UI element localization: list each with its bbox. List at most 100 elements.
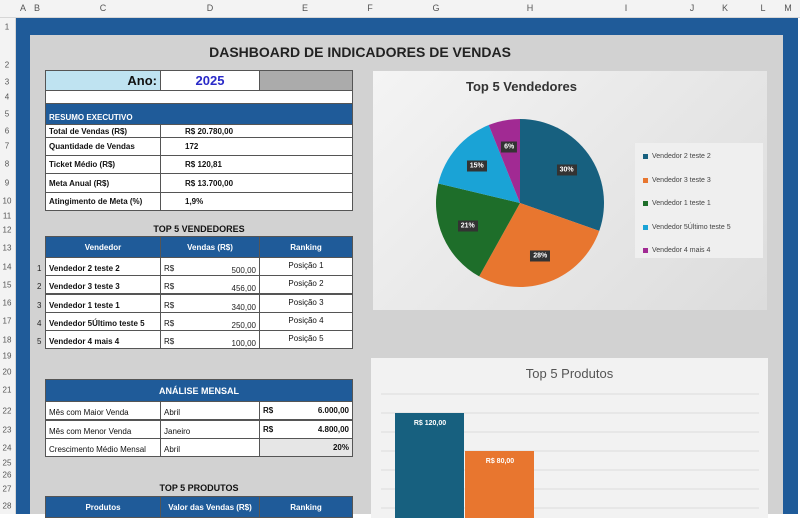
vendedor-value: 340,00: [231, 302, 256, 312]
row-header[interactable]: 21: [2, 385, 12, 395]
vendedor-name: Vendedor 3 teste 3: [45, 275, 161, 295]
pie-data-label: 6%: [501, 141, 518, 153]
column-header[interactable]: D: [206, 3, 214, 13]
legend-label: Vendedor 5Último teste 5: [652, 223, 731, 231]
rank-number: 1: [37, 264, 42, 273]
blank-row: [45, 90, 353, 104]
bar-data-label: R$ 80,00: [486, 458, 515, 465]
row-header[interactable]: 10: [2, 196, 12, 206]
year-label: Ano:: [45, 70, 161, 91]
vendedor-ranking: Posição 5: [259, 330, 353, 350]
analise-value-cell: R$ 6.000,00: [259, 401, 353, 420]
row-header[interactable]: 19: [2, 351, 12, 361]
column-header[interactable]: E: [301, 3, 309, 13]
bar-chart[interactable]: Top 5 Produtos R$ 120,00 R$ 80,00: [371, 358, 768, 518]
column-header[interactable]: B: [33, 3, 41, 13]
pie-slice[interactable]: [436, 183, 520, 277]
top-vendedores-title: TOP 5 VENDEDORES: [153, 224, 245, 234]
pie-slice[interactable]: [488, 119, 520, 203]
analise-value: 20%: [332, 443, 349, 452]
produtos-col-header: Valor das Vendas (R$): [160, 496, 260, 518]
column-header[interactable]: A: [19, 3, 27, 13]
rank-number: 5: [37, 337, 42, 347]
analise-value: 6.000,00: [317, 406, 349, 415]
row-header[interactable]: 22: [2, 406, 12, 416]
year-input[interactable]: 2025: [160, 70, 260, 91]
row-header[interactable]: 20: [2, 367, 12, 377]
vendedor-ranking: Posição 4: [259, 311, 353, 331]
column-header[interactable]: G: [432, 3, 440, 13]
row-header[interactable]: 6: [4, 126, 10, 136]
legend-label: Vendedor 2 teste 2: [652, 153, 711, 160]
resumo-value: 172: [160, 137, 353, 156]
legend-swatch: [643, 201, 648, 206]
row-header[interactable]: 2: [4, 60, 10, 70]
column-header[interactable]: L: [760, 3, 766, 13]
pie-slice[interactable]: [479, 203, 600, 287]
legend-label: Vendedor 3 teste 3: [652, 176, 711, 184]
vendedor-ranking: Posição 1: [259, 257, 353, 276]
pie-chart[interactable]: Top 5 Vendedores 30% 28% 21% 15% 6% Vendedor…: [373, 71, 767, 310]
vendedor-ranking: Posição 2: [259, 275, 353, 295]
pie-data-label: 30%: [556, 164, 577, 176]
row-header[interactable]: 17: [2, 316, 12, 326]
row-header[interactable]: 4: [4, 92, 10, 102]
row-header[interactable]: 24: [2, 443, 12, 453]
pie-legend: Vendedor 2 teste 2 Vendedor 3 teste 3 Vend…: [635, 143, 763, 258]
vendedor-name: Vendedor 5Último teste 5: [45, 311, 161, 331]
legend-item: Vendedor 5Último teste 5: [643, 224, 731, 231]
row-header[interactable]: 25: [2, 458, 12, 468]
row-header[interactable]: 18: [2, 335, 12, 345]
row-header[interactable]: 28: [2, 501, 12, 511]
row-header[interactable]: 11: [2, 211, 12, 221]
analise-currency: R$: [263, 406, 274, 415]
column-header[interactable]: F: [367, 3, 373, 13]
top-produtos-title: TOP 5 PRODUTOS: [159, 483, 239, 493]
row-header[interactable]: 16: [2, 298, 12, 308]
analise-currency: R$: [263, 424, 274, 434]
vendedores-col-header: Ranking: [259, 236, 353, 258]
resumo-value: R$ 20.780,00: [160, 124, 353, 138]
produtos-col-header: Produtos: [45, 496, 161, 518]
vendedor-name: Vendedor 4 mais 4: [45, 330, 161, 350]
row-header[interactable]: 8: [4, 159, 10, 169]
resumo-value: R$ 120,81: [160, 155, 353, 174]
column-header[interactable]: H: [526, 3, 534, 13]
row-header[interactable]: 23: [2, 425, 12, 435]
vendedor-name: Vendedor 2 teste 2: [45, 257, 161, 276]
analise-label: Mês com Menor Venda: [45, 419, 161, 439]
analise-value: 4.800,00: [317, 424, 349, 434]
row-header[interactable]: 26: [2, 470, 12, 480]
year-side-cell: [259, 70, 353, 91]
row-header[interactable]: 15: [2, 280, 12, 290]
analise-header: ANÁLISE MENSAL: [45, 379, 353, 402]
rank-number: 4: [37, 318, 42, 328]
row-header[interactable]: 14: [2, 262, 12, 272]
vendedor-value: 456,00: [231, 284, 256, 294]
resumo-value: R$ 13.700,00: [160, 173, 353, 193]
row-header[interactable]: 27: [2, 484, 12, 494]
bar-data-label: R$ 120,00: [414, 420, 446, 427]
row-header[interactable]: 7: [4, 141, 10, 151]
legend-item: Vendedor 2 teste 2: [643, 153, 711, 160]
column-header[interactable]: J: [689, 3, 695, 13]
analise-month: Abril: [160, 401, 260, 420]
row-header[interactable]: 12: [2, 225, 12, 235]
bar[interactable]: [465, 451, 534, 518]
row-header[interactable]: 1: [4, 22, 10, 32]
column-header[interactable]: I: [624, 3, 628, 13]
rank-number: 2: [37, 282, 42, 292]
row-header[interactable]: 5: [4, 109, 10, 119]
resumo-value: 1,9%: [160, 192, 353, 211]
row-header[interactable]: 13: [2, 243, 12, 253]
column-header[interactable]: C: [99, 3, 107, 13]
row-header[interactable]: 3: [4, 77, 10, 87]
pie-chart-title: Top 5 Vendedores: [465, 79, 577, 94]
rank-number: 3: [37, 300, 42, 310]
column-header[interactable]: K: [721, 3, 729, 13]
vendedor-name: Vendedor 1 teste 1: [45, 293, 161, 313]
row-header[interactable]: 9: [4, 178, 10, 188]
bar[interactable]: [395, 413, 464, 518]
column-header[interactable]: M: [784, 3, 792, 13]
